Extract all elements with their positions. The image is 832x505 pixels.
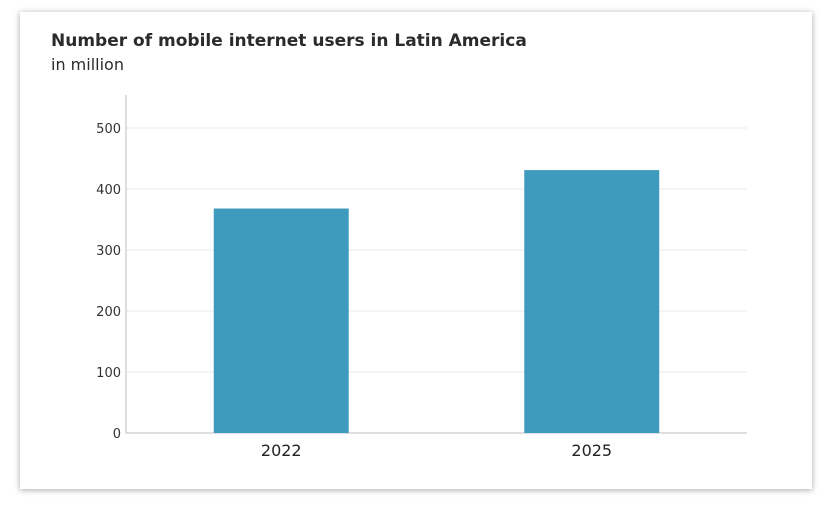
y-tick-label: 200	[96, 305, 121, 320]
chart-card: Number of mobile internet users in Latin…	[20, 12, 812, 489]
y-tick-label: 0	[113, 427, 121, 442]
y-tick-label: 100	[96, 366, 121, 381]
bar-2022	[213, 208, 349, 433]
chart-title: Number of mobile internet users in Latin…	[51, 31, 527, 51]
chart-subtitle: in million	[51, 55, 124, 74]
bar-chart: 0 100 200 300 400 500 2022 2025	[96, 95, 747, 460]
x-tick-label: 2022	[261, 441, 302, 460]
x-tick-label: 2025	[571, 441, 612, 460]
y-tick-label: 500	[96, 122, 121, 137]
bar-2025	[524, 170, 660, 433]
y-tick-label: 400	[96, 183, 121, 198]
y-tick-label: 300	[96, 244, 121, 259]
